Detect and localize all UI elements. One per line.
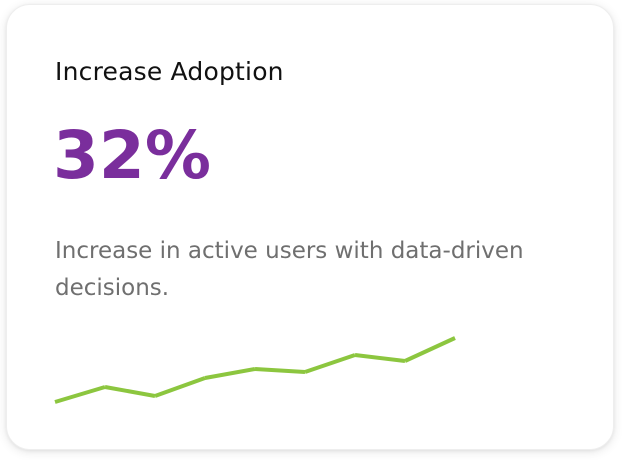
metric-description: Increase in active users with data-drive… <box>55 238 524 301</box>
sparkline-segment <box>254 367 306 374</box>
sparkline-segment <box>204 367 256 380</box>
adoption-card: Increase Adoption 32% Increase in active… <box>6 4 614 450</box>
sparkline-segment <box>104 385 156 398</box>
sparkline-segment <box>304 353 356 374</box>
sparkline-segment <box>154 376 206 398</box>
card-title: Increase Adoption <box>55 57 284 86</box>
sparkline-segment <box>54 385 106 404</box>
sparkline-segment <box>354 353 406 363</box>
metric-value: 32% <box>53 117 211 194</box>
sparkline-segment <box>404 336 456 363</box>
